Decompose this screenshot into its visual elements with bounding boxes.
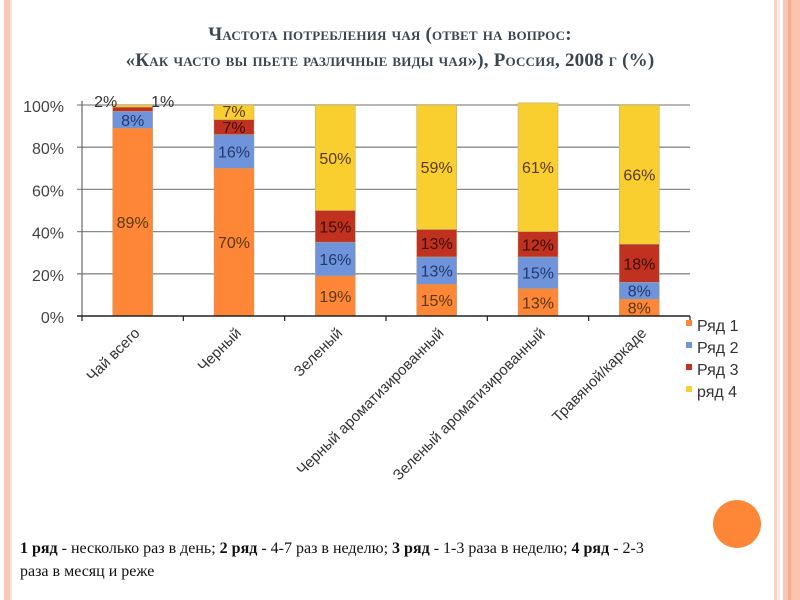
bar-segment <box>416 229 457 258</box>
data-label: 15% <box>522 266 554 283</box>
right-stripe-1 <box>774 0 777 600</box>
data-label: 18% <box>623 256 655 273</box>
left-decor-stripe-thin <box>10 0 12 600</box>
y-tick-label: 100% <box>23 99 64 116</box>
left-decor-stripe <box>4 0 10 600</box>
y-tick-label: 80% <box>32 141 64 158</box>
right-stripe-3 <box>783 0 788 600</box>
legend-swatch <box>686 386 692 392</box>
legend-label: Ряд 1 <box>697 318 739 335</box>
note-text-3: - 1-3 раза в неделю; <box>429 540 572 557</box>
note-bold-1: 1 ряд <box>20 540 58 557</box>
data-label: 8% <box>628 284 651 301</box>
legend-swatch <box>686 320 692 326</box>
bar-segment <box>112 106 153 112</box>
right-decor-stripes <box>750 0 800 600</box>
bar-segment <box>416 284 457 317</box>
note-text-4: - 2-3 раза в месяц и реже <box>20 540 644 580</box>
data-label: 2% <box>94 94 117 111</box>
data-label: 15% <box>319 219 351 236</box>
bar-segment <box>416 104 457 230</box>
label-layer: 89%8%2% 1%70%16%7%7%19%16%15%50%15%13%13%… <box>94 94 655 318</box>
bar-segment <box>112 127 153 317</box>
data-label: 13% <box>421 236 453 253</box>
note-text-1: - несколько раз в день; <box>57 540 220 557</box>
note-bold-2: 2 ряд <box>219 540 258 557</box>
legend-swatch <box>686 364 692 370</box>
bar-segment <box>517 231 559 258</box>
y-tick-label: 40% <box>32 226 64 243</box>
grid-layer <box>77 104 690 275</box>
title-line-2: «Как часто вы пьете различные виды чая»)… <box>125 50 655 71</box>
data-label: 16% <box>319 252 351 269</box>
data-label: 8% <box>628 301 651 318</box>
note-bold-3: 3 ряд <box>392 540 430 557</box>
x-category-label: Зеленый <box>291 325 346 380</box>
bar-segment <box>315 104 356 211</box>
y-tick-label: 60% <box>32 183 64 200</box>
bar-segment <box>619 244 660 283</box>
bar-segment <box>416 256 457 285</box>
bar-segment <box>315 210 356 243</box>
data-label: 59% <box>421 160 453 177</box>
legend-swatch <box>686 342 692 348</box>
data-label: 50% <box>319 151 351 168</box>
legend-label: Ряд 3 <box>697 362 739 379</box>
data-label: 1% <box>151 94 174 111</box>
note-text-2: - 4-7 раз в неделю; <box>257 540 393 557</box>
data-label: 13% <box>522 295 554 312</box>
data-label: 15% <box>421 293 453 310</box>
x-category-label: Черный <box>195 325 245 375</box>
bar-layer <box>112 102 660 317</box>
data-label: 7% <box>222 104 245 121</box>
title-line-1: Частота потребления чая (ответ на вопрос… <box>208 24 572 45</box>
x-category-label: Травяной/каркаде <box>549 325 650 426</box>
right-stripe-4 <box>788 0 791 600</box>
data-label: 16% <box>218 144 250 161</box>
legend-label: ряд 4 <box>697 384 737 401</box>
series-explanation-note: 1 ряд - несколько раз в день; 2 ряд - 4-… <box>20 537 670 583</box>
legend-label: Ряд 2 <box>697 340 739 357</box>
bar-segment <box>517 102 559 232</box>
data-label: 7% <box>222 120 245 137</box>
data-label: 13% <box>421 264 453 281</box>
data-label: 89% <box>117 215 149 232</box>
decorative-circle <box>713 500 761 548</box>
data-label: 61% <box>522 160 554 177</box>
bar-segment <box>112 104 153 108</box>
x-category-label: Чай всего <box>83 325 143 385</box>
legend-layer: Ряд 1 Ряд 2 Ряд 3 ряд 4 <box>686 318 739 401</box>
bar-segment <box>619 104 660 245</box>
data-label: 12% <box>522 237 554 254</box>
data-label: 19% <box>319 289 351 306</box>
bar-segment <box>213 104 255 121</box>
note-bold-4: 4 ряд <box>571 540 610 557</box>
y-tick-label: 0% <box>41 310 64 327</box>
bar-segment <box>517 256 559 289</box>
right-stripe-5 <box>791 0 800 600</box>
data-label: 70% <box>218 235 250 252</box>
y-tick-label: 20% <box>32 268 64 285</box>
right-stripe-2 <box>778 0 780 600</box>
data-label: 8% <box>121 113 144 130</box>
data-label: 66% <box>623 168 655 185</box>
slide-title: Частота потребления чая (ответ на вопрос… <box>40 22 740 74</box>
